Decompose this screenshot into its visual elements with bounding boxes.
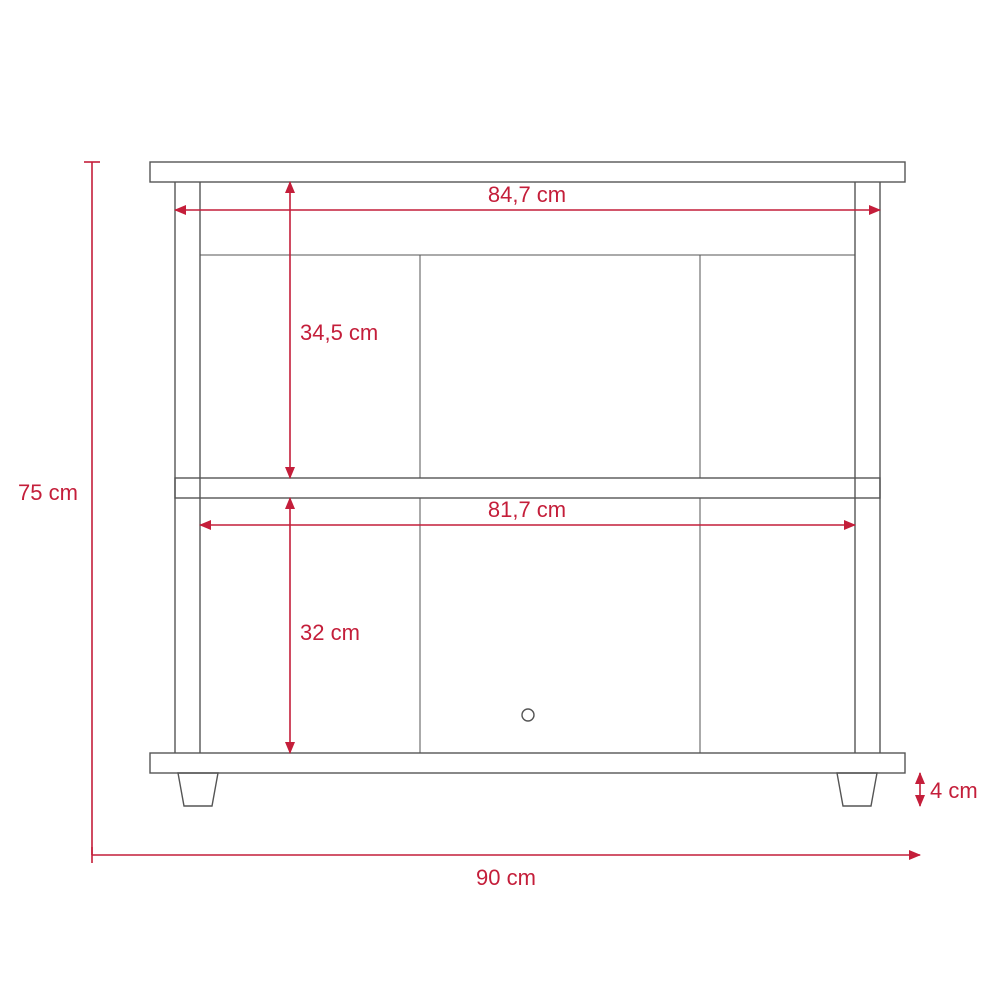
dim-overall-width-label: 90 cm [476,865,536,890]
left-leg [178,773,218,806]
dim-overall-height-label: 75 cm [18,480,78,505]
right-leg [837,773,877,806]
dimension-drawing: 90 cm 75 cm 84,7 cm 81,7 cm 34,5 cm 32 c… [0,0,1000,1000]
dimension-annotations: 90 cm 75 cm 84,7 cm 81,7 cm 34,5 cm 32 c… [18,162,978,890]
furniture-outline [150,162,905,806]
dim-upper-clear-label: 34,5 cm [300,320,378,345]
dim-top-inner-width-label: 84,7 cm [488,182,566,207]
dim-lower-clear-label: 32 cm [300,620,360,645]
cable-hole-icon [522,709,534,721]
dim-leg-height-label: 4 cm [930,778,978,803]
dim-shelf-width-label: 81,7 cm [488,497,566,522]
